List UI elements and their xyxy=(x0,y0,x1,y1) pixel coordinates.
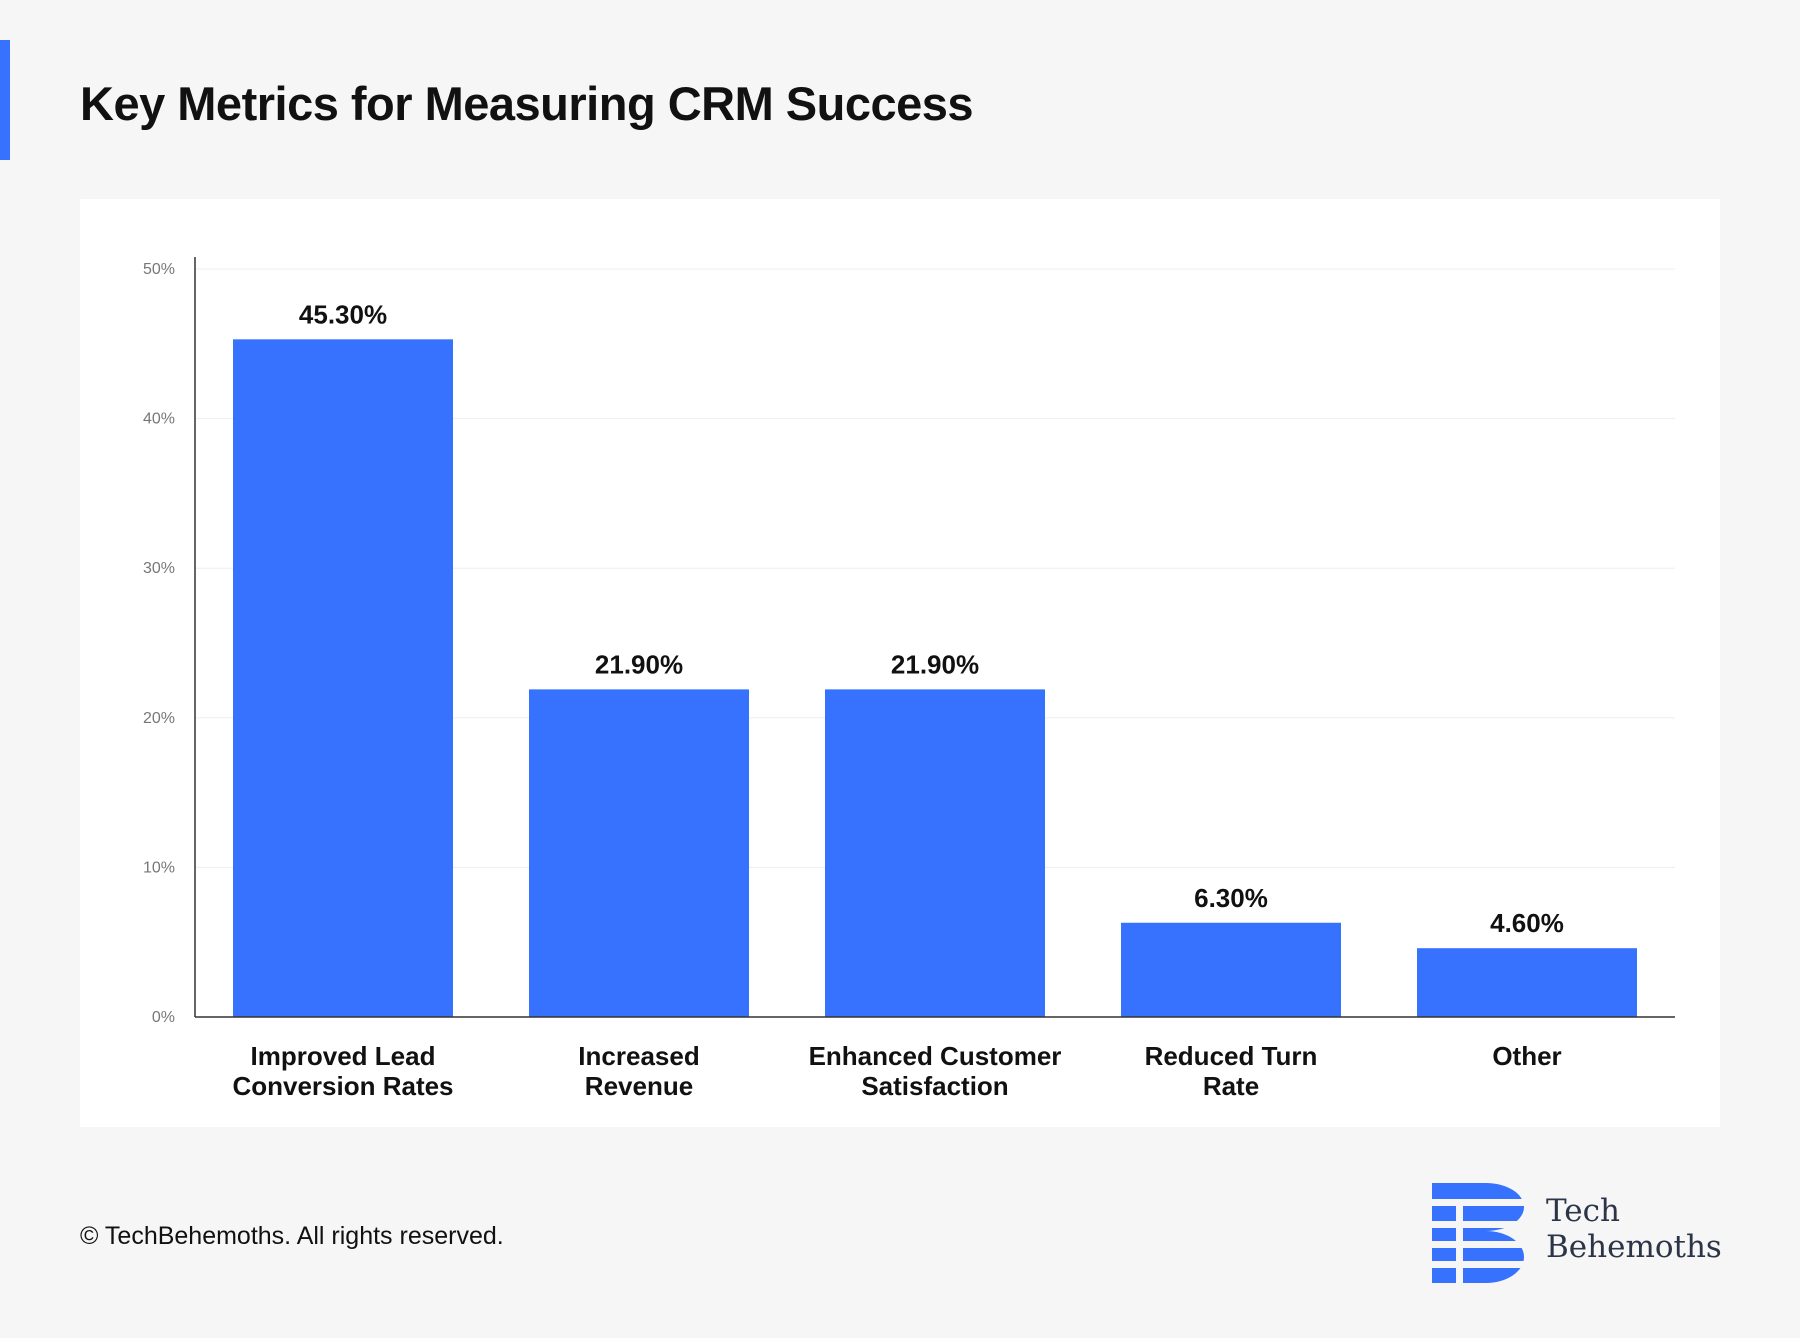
brand-name-line2: Behemoths xyxy=(1546,1229,1722,1265)
data-label: 21.90% xyxy=(891,649,979,679)
brand-name: Tech Behemoths xyxy=(1546,1193,1722,1265)
bar xyxy=(1417,948,1637,1017)
y-tick-label: 20% xyxy=(143,710,175,727)
accent-bar xyxy=(0,40,10,160)
y-tick-label: 10% xyxy=(143,859,175,876)
x-tick-label: Enhanced Customer xyxy=(809,1041,1062,1071)
x-tick-label: Conversion Rates xyxy=(232,1071,453,1101)
x-tick-label: Other xyxy=(1492,1041,1561,1071)
bar xyxy=(529,689,749,1017)
x-tick-label: Rate xyxy=(1203,1071,1259,1101)
techbehemoths-logo-icon xyxy=(1428,1183,1524,1283)
x-tick-label: Increased xyxy=(578,1041,699,1071)
bar xyxy=(825,689,1045,1017)
x-tick-label: Satisfaction xyxy=(861,1071,1008,1101)
bar xyxy=(1121,922,1341,1017)
data-label: 45.30% xyxy=(299,299,387,329)
y-tick-label: 0% xyxy=(152,1009,175,1026)
x-tick-label: Revenue xyxy=(585,1071,693,1101)
page-title: Key Metrics for Measuring CRM Success xyxy=(80,77,974,130)
chart-card: 0% 10% 20% 30% 40% 50% 45.30% Improved Lead Conv… xyxy=(80,199,1720,1127)
x-tick-label: Reduced Turn xyxy=(1145,1041,1318,1071)
y-tick-label: 50% xyxy=(143,261,175,278)
data-label: 6.30% xyxy=(1194,883,1268,913)
y-tick-label: 40% xyxy=(143,411,175,428)
y-tick-label: 30% xyxy=(143,560,175,577)
bar-chart: 0% 10% 20% 30% 40% 50% 45.30% Improved LeadConv… xyxy=(143,257,1675,1101)
data-label: 4.60% xyxy=(1490,908,1564,938)
x-tick-label: Improved Lead xyxy=(251,1041,436,1071)
brand: Tech Behemoths xyxy=(1428,1183,1728,1283)
copyright-text: © TechBehemoths. All rights reserved. xyxy=(80,1222,504,1250)
data-label: 21.90% xyxy=(595,649,683,679)
bar xyxy=(233,339,453,1017)
brand-name-line1: Tech xyxy=(1546,1193,1620,1229)
